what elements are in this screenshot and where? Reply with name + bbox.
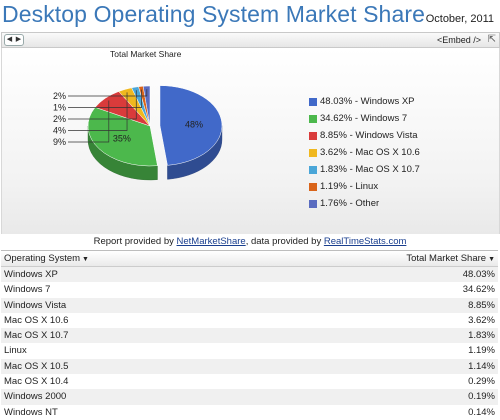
legend-swatch bbox=[309, 148, 317, 157]
leader-line bbox=[68, 89, 148, 97]
row-share-value: 0.14% bbox=[468, 406, 495, 418]
legend-label: 48.03% - Windows XP bbox=[320, 96, 415, 107]
row-os-name: Mac OS X 10.4 bbox=[4, 376, 69, 388]
table-row[interactable]: Mac OS X 10.6 3.62% bbox=[1, 313, 498, 328]
pie-chart: 48%35%2%1%2%4%9% bbox=[53, 85, 223, 181]
row-os-name: Windows Vista bbox=[4, 299, 67, 311]
slice-label: 2% bbox=[53, 114, 66, 124]
row-share-value: 0.29% bbox=[468, 376, 495, 388]
table-header: Operating System ▼ Total Market Share ▼ bbox=[1, 251, 498, 267]
legend-item: 1.19% - Linux bbox=[309, 178, 420, 195]
legend-swatch bbox=[309, 165, 317, 174]
embed-link[interactable]: <Embed /> bbox=[436, 35, 481, 45]
legend-item: 3.62% - Mac OS X 10.6 bbox=[309, 144, 420, 161]
legend-item: 1.76% - Other bbox=[309, 195, 420, 212]
slice-label: 1% bbox=[53, 103, 66, 113]
row-os-name: Linux bbox=[4, 345, 27, 357]
slice-label: 4% bbox=[53, 126, 66, 136]
leader-line bbox=[68, 89, 142, 108]
legend-swatch bbox=[309, 199, 317, 208]
market-share-table: Operating System ▼ Total Market Share ▼ Wi… bbox=[1, 250, 498, 420]
table-row[interactable]: Windows Vista 8.85% bbox=[1, 297, 498, 313]
report-date: October, 2011 bbox=[425, 13, 494, 25]
leader-line bbox=[68, 90, 137, 120]
row-share-value: 1.14% bbox=[468, 360, 495, 372]
column-header-share[interactable]: Total Market Share ▼ bbox=[406, 253, 495, 264]
table-row[interactable]: Mac OS X 10.7 1.83% bbox=[1, 328, 498, 344]
pie-slice-windows-7[interactable] bbox=[87, 107, 158, 167]
netmarketshare-link[interactable]: NetMarketShare bbox=[176, 236, 246, 247]
share-icon[interactable]: ⇱ bbox=[487, 34, 496, 45]
row-share-value: 48.03% bbox=[462, 269, 495, 280]
chart-panel: Total Market Share 48% 35% 2% 1% 2% 4% 9% 48.0… bbox=[1, 48, 500, 234]
legend-label: 3.62% - Mac OS X 10.6 bbox=[320, 147, 420, 158]
legend-label: 34.62% - Windows 7 bbox=[320, 113, 408, 124]
row-os-name: Windows NT bbox=[4, 406, 58, 418]
pie-slice-windows-xp[interactable] bbox=[159, 85, 223, 166]
row-os-name: Windows 2000 bbox=[4, 391, 67, 403]
leader-line bbox=[68, 92, 128, 131]
realtimestats-link[interactable]: RealTimeStats.com bbox=[323, 236, 407, 247]
legend-item: 1.83% - Mac OS X 10.7 bbox=[309, 161, 420, 178]
legend-label: 1.19% - Linux bbox=[320, 181, 379, 192]
chart-title: Total Market Share bbox=[110, 49, 182, 59]
chart-legend: 48.03% - Windows XP 34.62% - Windows 7 8.8… bbox=[309, 93, 420, 212]
slice-label: 35% bbox=[113, 133, 131, 143]
row-share-value: 1.19% bbox=[468, 345, 495, 357]
table-row[interactable]: Windows XP 48.03% bbox=[1, 267, 498, 283]
legend-item: 8.85% - Windows Vista bbox=[309, 127, 420, 144]
prev-button[interactable]: ◀ bbox=[6, 36, 13, 43]
sort-down-icon: ▼ bbox=[82, 256, 89, 263]
legend-label: 1.83% - Mac OS X 10.7 bbox=[320, 164, 420, 175]
legend-swatch bbox=[309, 114, 317, 123]
sort-down-icon: ▼ bbox=[488, 256, 495, 263]
next-button[interactable]: ▶ bbox=[15, 36, 22, 43]
slice-label: 48% bbox=[185, 119, 203, 129]
report-prefix: Report provided by bbox=[93, 236, 177, 247]
slice-label: 2% bbox=[53, 91, 66, 101]
row-share-value: 3.62% bbox=[468, 314, 495, 326]
legend-item: 34.62% - Windows 7 bbox=[309, 110, 420, 127]
slice-label: 9% bbox=[53, 137, 66, 147]
legend-swatch bbox=[309, 131, 317, 140]
table-row[interactable]: Windows 2000 0.19% bbox=[1, 389, 498, 405]
row-os-name: Mac OS X 10.7 bbox=[4, 330, 69, 342]
row-os-name: Windows XP bbox=[4, 269, 58, 280]
table-row[interactable]: Mac OS X 10.4 0.29% bbox=[1, 374, 498, 389]
legend-item: 48.03% - Windows XP bbox=[309, 93, 420, 110]
row-share-value: 34.62% bbox=[462, 284, 495, 296]
leader-line bbox=[68, 100, 110, 143]
legend-swatch bbox=[309, 182, 317, 191]
row-os-name: Mac OS X 10.6 bbox=[4, 314, 69, 326]
table-row[interactable]: Mac OS X 10.5 1.14% bbox=[1, 358, 498, 375]
legend-label: 1.76% - Other bbox=[320, 198, 380, 209]
report-credit: Report provided by NetMarketShare, data … bbox=[0, 236, 500, 247]
row-share-value: 0.19% bbox=[468, 391, 495, 403]
table-row[interactable]: Windows NT 0.14% bbox=[1, 405, 498, 420]
table-row[interactable]: Windows 7 34.62% bbox=[1, 282, 498, 297]
nav-buttons: ◀ ▶ bbox=[4, 34, 24, 46]
legend-label: 8.85% - Windows Vista bbox=[320, 130, 418, 141]
table-body: Windows XP 48.03% Windows 7 34.62% Windows V… bbox=[1, 267, 498, 420]
row-os-name: Mac OS X 10.5 bbox=[4, 360, 69, 372]
row-share-value: 1.83% bbox=[468, 330, 495, 342]
report-middle: , data provided by bbox=[245, 236, 324, 247]
column-header-os[interactable]: Operating System ▼ bbox=[4, 253, 89, 264]
table-row[interactable]: Linux 1.19% bbox=[1, 343, 498, 358]
page-title: Desktop Operating System Market Share bbox=[2, 1, 425, 27]
row-os-name: Windows 7 bbox=[4, 284, 51, 296]
chart-toolbar: ◀ ▶ <Embed /> ⇱ bbox=[1, 32, 500, 48]
row-share-value: 8.85% bbox=[468, 299, 495, 311]
legend-swatch bbox=[309, 97, 317, 106]
